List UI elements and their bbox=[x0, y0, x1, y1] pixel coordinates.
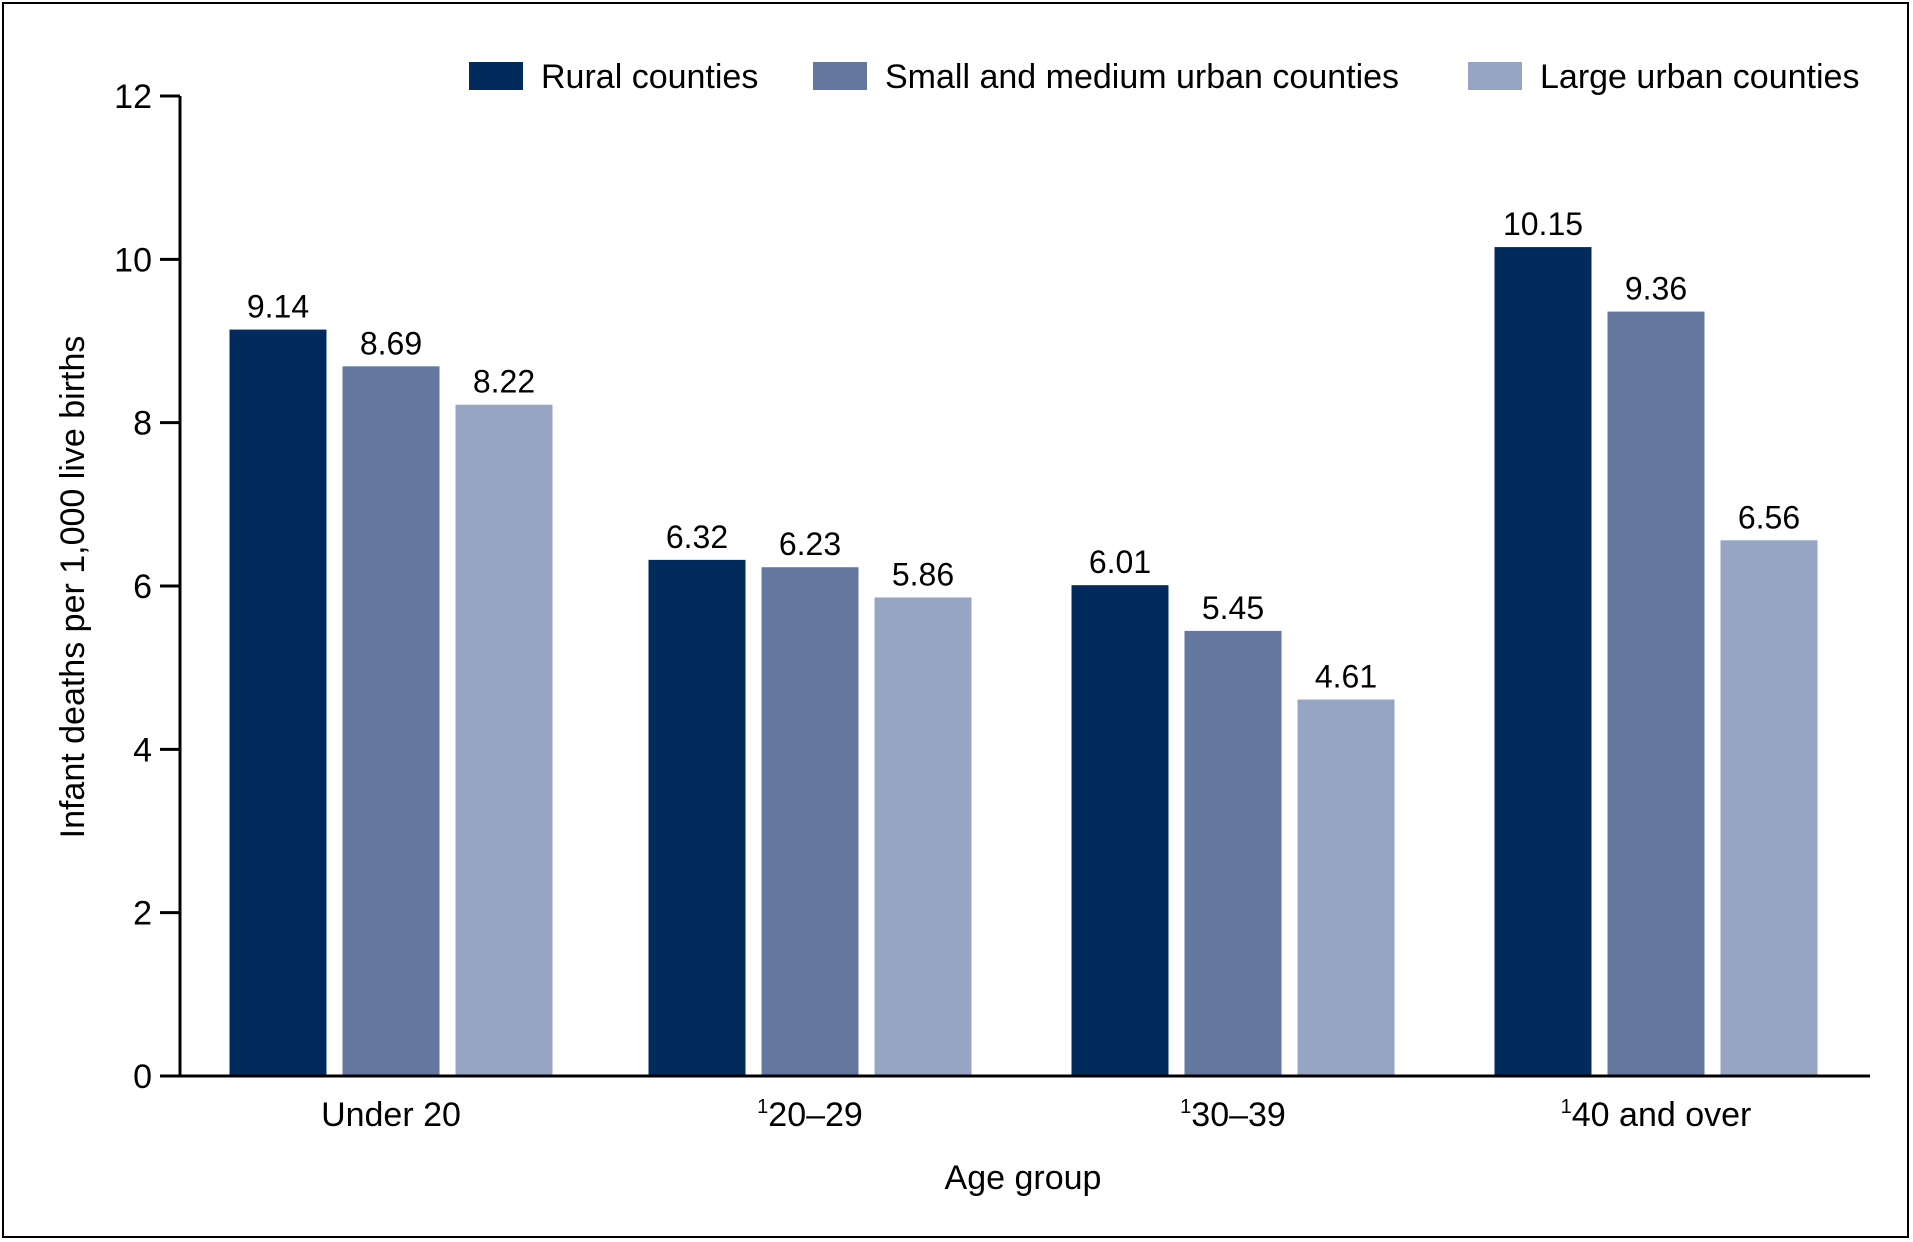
bar-chart: Rural counties Small and medium urban cou… bbox=[54, 58, 1870, 1197]
legend-label: Small and medium urban counties bbox=[885, 58, 1399, 96]
data-label: 5.86 bbox=[892, 556, 954, 592]
data-label: 10.15 bbox=[1503, 206, 1583, 242]
bar bbox=[648, 559, 746, 1076]
data-label: 8.69 bbox=[360, 325, 422, 361]
bar bbox=[1297, 699, 1395, 1076]
legend-swatch bbox=[469, 62, 523, 90]
data-label: 6.01 bbox=[1089, 544, 1151, 580]
legend-label: Large urban counties bbox=[1540, 58, 1859, 96]
x-tick-text: Under 20 bbox=[321, 1096, 461, 1134]
bar bbox=[761, 567, 859, 1076]
y-tick-label: 8 bbox=[133, 405, 152, 443]
x-axis: Under 20 120–29 130–39 140 and over bbox=[179, 1074, 1870, 1134]
x-tick-text: 20–29 bbox=[768, 1096, 863, 1134]
bar bbox=[1071, 585, 1169, 1076]
x-tick-label: 120–29 bbox=[757, 1096, 863, 1134]
bar bbox=[455, 404, 553, 1076]
data-label: 5.45 bbox=[1202, 590, 1264, 626]
y-tick-label: 0 bbox=[133, 1058, 152, 1096]
legend-swatch bbox=[813, 62, 867, 90]
bars: 9.14 8.69 8.22 6.32 6.23 5.86 6.01 5.45 4.61 10.1… bbox=[229, 206, 1818, 1077]
footnote-marker: 1 bbox=[1180, 1096, 1191, 1118]
bar bbox=[1720, 540, 1818, 1076]
x-tick-text: 40 and over bbox=[1572, 1096, 1752, 1134]
bar bbox=[874, 597, 972, 1076]
y-tick-label: 10 bbox=[114, 241, 152, 279]
y-tick-label: 12 bbox=[114, 78, 152, 116]
data-label: 6.56 bbox=[1738, 499, 1800, 535]
footnote-marker: 1 bbox=[757, 1096, 768, 1118]
x-tick-text: 30–39 bbox=[1191, 1096, 1286, 1134]
data-label: 6.23 bbox=[779, 526, 841, 562]
x-axis-title: Age group bbox=[945, 1159, 1102, 1197]
y-tick-label: 6 bbox=[133, 568, 152, 606]
x-tick-label: Under 20 bbox=[321, 1096, 461, 1134]
footnote-marker: 1 bbox=[1561, 1096, 1572, 1118]
bar bbox=[1494, 247, 1592, 1077]
data-label: 8.22 bbox=[473, 364, 535, 400]
bar bbox=[229, 329, 327, 1077]
legend-label: Rural counties bbox=[541, 58, 758, 96]
data-label: 6.32 bbox=[666, 519, 728, 555]
x-tick-label: 130–39 bbox=[1180, 1096, 1286, 1134]
x-tick-label: 140 and over bbox=[1561, 1096, 1752, 1134]
legend: Rural counties Small and medium urban cou… bbox=[469, 58, 1859, 96]
data-label: 4.61 bbox=[1315, 659, 1377, 695]
y-axis-title: Infant deaths per 1,000 live births bbox=[54, 336, 92, 839]
data-label: 9.36 bbox=[1625, 271, 1687, 307]
data-label: 9.14 bbox=[247, 289, 309, 325]
y-axis: 0 2 4 6 8 10 12 bbox=[114, 78, 182, 1096]
y-tick-label: 4 bbox=[133, 731, 152, 769]
legend-swatch bbox=[1468, 62, 1522, 90]
bar bbox=[1184, 630, 1282, 1076]
bar bbox=[1607, 311, 1705, 1077]
bar bbox=[342, 366, 440, 1077]
y-tick-label: 2 bbox=[133, 895, 152, 933]
